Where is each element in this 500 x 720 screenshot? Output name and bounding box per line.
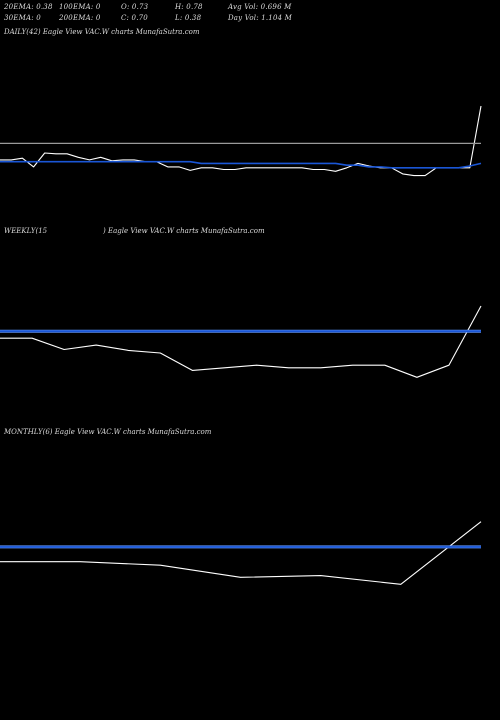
stat-20ema: 20EMA: 0.38 [4, 3, 53, 11]
stat-30ema: 30EMA: 0 [4, 14, 41, 22]
stat-100ema: 100EMA: 0 [59, 3, 101, 11]
stat-200ema: 200EMA: 0 [59, 14, 101, 22]
stat-close: C: 0.70 [121, 14, 148, 22]
daily-ema-line [0, 160, 482, 169]
stat-open: O: 0.73 [121, 3, 149, 11]
monthly-chart [0, 521, 482, 585]
stat-low: L: 0.38 [175, 14, 202, 22]
weekly-price-line [0, 305, 482, 378]
stat-day-vol: Day Vol: 1.104 M [228, 14, 293, 22]
weekly-panel-label-a: WEEKLY(15 [4, 227, 48, 235]
daily-chart [0, 105, 482, 177]
weekly-chart [0, 305, 482, 378]
stat-high: H: 0.78 [175, 3, 203, 11]
stat-avg-vol: Avg Vol: 0.696 M [228, 3, 292, 11]
monthly-price-line [0, 521, 482, 585]
daily-panel-label: DAILY(42) Eagle View VAC.W charts Munafa… [4, 28, 200, 36]
monthly-panel-label: MONTHLY(6) Eagle View VAC.W charts Munaf… [4, 428, 212, 436]
daily-price-line [0, 105, 482, 177]
weekly-panel-label-b: ) Eagle View VAC.W charts MunafaSutra.co… [103, 227, 265, 235]
